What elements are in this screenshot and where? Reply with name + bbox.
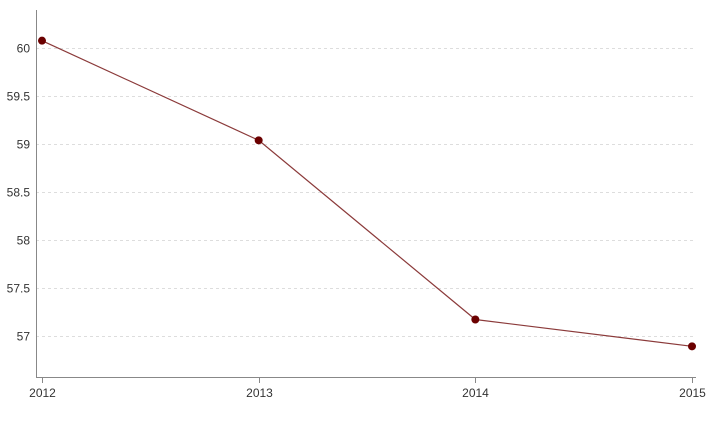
series-line [41,40,693,347]
x-tick-label: 2013 [246,386,273,400]
y-tick-label: 58 [17,234,31,248]
x-tick-label: 2014 [462,386,489,400]
y-tick-label: 59.5 [7,90,31,104]
y-tick-label: 59 [17,138,31,152]
y-tick-label: 60 [17,42,31,56]
y-tick-label: 57 [17,330,31,344]
data-point[interactable] [688,342,696,351]
data-point[interactable] [38,36,46,45]
axis-layer [36,10,696,383]
y-tick-label: 57.5 [7,282,31,296]
grid-layer [36,48,696,337]
label-layer: 57 57.5 58 58.5 59 59.5 60 2012 2013 2014 2015 [7,42,707,401]
y-tick-label: 58.5 [7,186,31,200]
x-tick-label: 2012 [29,386,56,400]
series-layer [38,36,696,351]
data-point[interactable] [254,136,263,145]
data-point[interactable] [471,315,480,324]
x-tick-label: 2015 [679,386,706,400]
